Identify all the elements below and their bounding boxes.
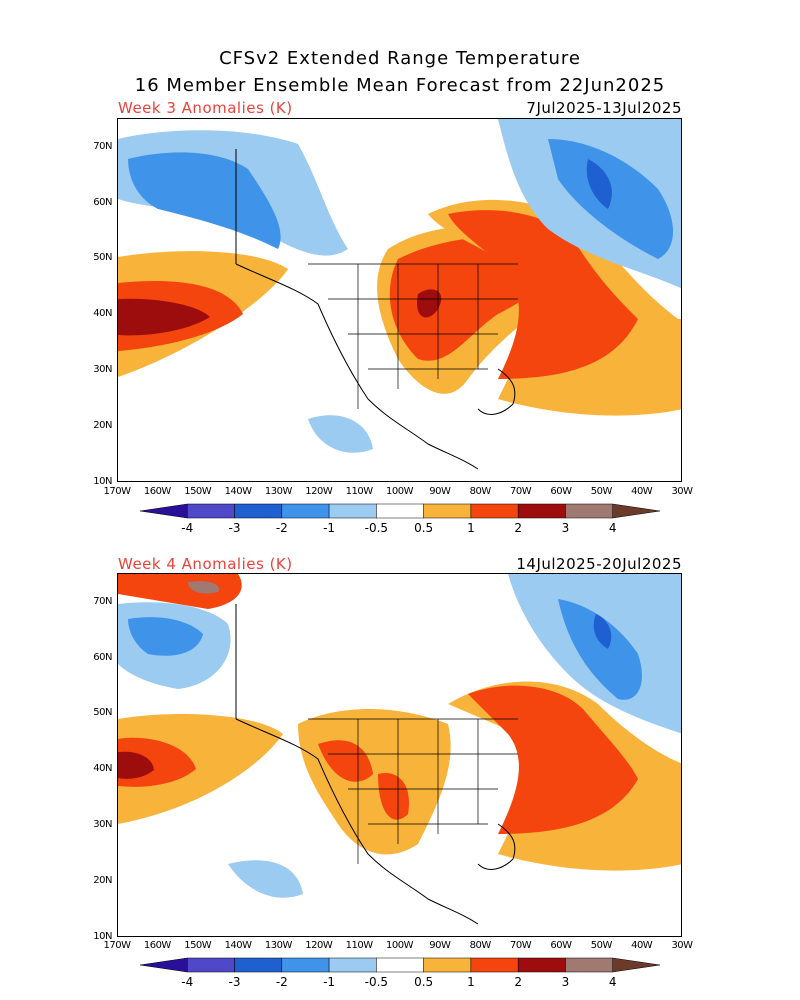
colorbar-swatch [376,503,424,519]
lon-label: 150W [184,486,212,497]
colorbar-label: -4 [181,975,194,989]
colorbar-label: -2 [275,975,288,989]
colorbar-swatch [470,503,519,519]
colorbar-label: 3 [561,521,570,535]
lon-label: 90W [429,940,451,951]
chart-title-line1: CFSv2 Extended Range Temperature [219,48,581,69]
chart-title-line2: 16 Member Ensemble Mean Forecast from 22… [134,75,666,96]
colorbar-swatch [328,957,377,973]
colorbar-label: 2 [514,975,522,989]
week4-label: Week 4 Anomalies (K) [118,555,293,573]
lon-label: 60W [550,940,572,951]
week3-anomaly-map [117,118,682,482]
colorbar-swatch [612,957,661,973]
lon-label: 50W [590,940,613,951]
lon-label: 70W [510,940,532,951]
week4-colorbar [139,957,661,973]
colorbar-swatch [565,957,613,973]
colorbar-swatch [187,957,235,973]
colorbar-swatch [612,503,661,519]
lon-label: 120W [305,940,333,951]
colorbar-swatch [187,503,235,519]
lat-label: 40N [93,763,112,774]
lat-label: 30N [93,364,112,375]
colorbar-swatch [565,503,613,519]
colorbar-label: -1 [323,975,336,989]
lat-label: 50N [93,252,112,263]
lon-label: 90W [429,486,451,497]
lat-label: 70N [93,596,112,607]
colorbar-label: 4 [608,521,617,535]
lon-label: 110W [345,486,373,497]
colorbar-label: 3 [561,975,570,989]
colorbar-swatch [234,957,283,973]
lon-label: 140W [224,486,252,497]
colorbar-label: 1 [467,521,475,535]
lon-label: 60W [550,486,572,497]
lat-label: 70N [93,141,112,152]
lon-label: 50W [590,486,613,497]
colorbar-swatch [423,957,472,973]
week3-label: Week 3 Anomalies (K) [118,99,293,117]
lat-label: 10N [93,476,112,487]
lat-label: 50N [93,707,112,718]
colorbar-swatch [281,503,330,519]
colorbar-label: -3 [228,975,241,989]
colorbar-swatch [517,957,566,973]
colorbar-label: -4 [181,521,194,535]
lat-label: 10N [93,931,112,942]
lon-label: 30W [671,486,693,497]
lat-label: 20N [93,875,112,886]
lon-label: 30W [671,940,693,951]
lon-label: 160W [143,486,171,497]
colorbar-label: -3 [228,521,241,535]
lon-label: 130W [264,486,292,497]
colorbar-swatch [139,503,188,519]
colorbar-swatch [234,503,283,519]
lon-label: 80W [469,940,492,951]
lat-label: 20N [93,420,112,431]
week4-dates: 14Jul2025-20Jul2025 [516,555,682,573]
colorbar-label: -0.5 [364,521,389,535]
lon-label: 110W [345,940,373,951]
colorbar-label: -2 [275,521,288,535]
colorbar-label: 0.5 [414,975,434,989]
colorbar-swatch [423,503,472,519]
colorbar-label: 0.5 [414,521,434,535]
lon-label: 40W [631,486,653,497]
lon-label: 160W [143,940,171,951]
lon-label: 170W [103,940,131,951]
colorbar-swatch [517,503,566,519]
lon-label: 120W [305,486,333,497]
lon-label: 100W [386,486,413,497]
lon-label: 150W [184,940,212,951]
lat-label: 60N [93,197,112,208]
colorbar-swatch [139,957,188,973]
colorbar-swatch [376,957,424,973]
lon-label: 170W [103,486,131,497]
lat-label: 30N [93,819,112,830]
lat-label: 40N [93,308,112,319]
colorbar-label: 1 [467,975,475,989]
week3-colorbar [139,503,661,519]
lon-label: 130W [264,940,292,951]
week4-anomaly-map [117,573,682,937]
lon-label: 80W [469,486,492,497]
lat-label: 60N [93,652,112,663]
colorbar-swatch [281,957,330,973]
colorbar-label: 4 [608,975,617,989]
lon-label: 100W [386,940,413,951]
colorbar-swatch [470,957,519,973]
colorbar-label: -1 [323,521,336,535]
colorbar-swatch [328,503,377,519]
colorbar-label: 2 [514,521,522,535]
lon-label: 140W [224,940,252,951]
lon-label: 40W [631,940,653,951]
colorbar-label: -0.5 [364,975,389,989]
week3-dates: 7Jul2025-13Jul2025 [526,99,682,117]
lon-label: 70W [510,486,532,497]
